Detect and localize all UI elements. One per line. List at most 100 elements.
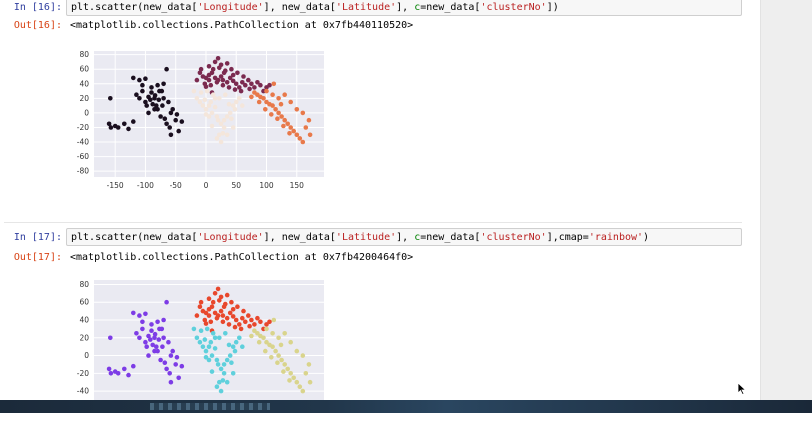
scatter-point [194, 313, 200, 318]
scatter-point [161, 317, 166, 323]
scatter-point [152, 348, 157, 354]
scatter-point [137, 335, 142, 341]
scatter-point [224, 357, 230, 363]
scatter-point [122, 121, 127, 127]
scatter-point [206, 64, 212, 69]
scatter-point [267, 82, 272, 88]
scatter-point [210, 92, 216, 97]
scatter-point [224, 292, 230, 298]
scatter-point [230, 344, 236, 349]
scatter-point [208, 319, 214, 325]
code-cell-16[interactable]: In [16]: plt.scatter(new_data['Longitude… [0, 0, 742, 200]
code-cell-17[interactable]: In [17]: plt.scatter(new_data['Longitude… [0, 222, 742, 422]
scatter-point [108, 335, 113, 341]
code-text: plt.scatter(new_data['Longitude'], new_d… [71, 2, 559, 13]
scatter-point [271, 317, 277, 323]
scatter-point [204, 326, 210, 332]
scatter-point [300, 139, 306, 145]
scatter-point [223, 68, 228, 73]
scatter-point [115, 125, 121, 130]
scatter-point [217, 298, 222, 303]
scatter-point [224, 61, 230, 66]
scatter-point [126, 126, 131, 132]
scatter-point [235, 70, 240, 76]
scatter-point [214, 114, 220, 119]
scatter-point [240, 315, 245, 321]
code-input[interactable]: plt.scatter(new_data['Longitude'], new_d… [66, 0, 742, 16]
scatter-point [217, 335, 222, 341]
scatter-point [223, 301, 228, 307]
scatter-point [218, 308, 224, 314]
scatter-point [294, 107, 300, 112]
scatter-point [288, 339, 293, 345]
scatter-point [159, 88, 165, 94]
code-input[interactable]: plt.scatter(new_data['Longitude'], new_d… [66, 228, 742, 246]
notebook-area: In [16]: plt.scatter(new_data['Longitude… [0, 0, 742, 400]
input-prompt: In [17]: [13, 232, 62, 243]
scatter-point [206, 307, 212, 312]
scatter-point [194, 77, 200, 83]
scatter-point [174, 355, 180, 360]
scatter-point [209, 353, 215, 358]
scatter-point [140, 326, 145, 332]
scatter-point [224, 132, 230, 138]
scatter-point [218, 388, 224, 394]
scatter-point [224, 379, 230, 385]
scatter-point [264, 322, 269, 327]
scatter-point [152, 107, 157, 112]
scatter-point [233, 317, 239, 323]
scatter-point [148, 97, 153, 103]
scatter-point [263, 107, 268, 112]
scatter-point [291, 128, 296, 134]
scatter-point [156, 337, 162, 342]
scatter-point [146, 333, 151, 339]
scatter-point [209, 304, 215, 309]
scrollbar-track[interactable] [760, 0, 812, 400]
scatter-point [300, 353, 306, 358]
x-tick-label: 0 [204, 181, 209, 190]
scatter-point [197, 339, 203, 345]
scatter-point [212, 104, 218, 110]
scatter-point [255, 331, 260, 336]
scatter-point [108, 96, 113, 101]
scatter-point [202, 317, 208, 323]
scatter-point [197, 304, 203, 309]
scatter-plot-1: 80 60 40 20 0 -20 -40 -60 -80 -150 -100 -50 0 50 100 15… [66, 45, 330, 191]
scatter-point [255, 80, 260, 85]
scatter-point [303, 125, 309, 130]
scatter-point [166, 339, 171, 345]
scatter-point [287, 378, 292, 383]
scatter-point [206, 77, 212, 83]
scatter-point [288, 99, 293, 105]
scatter-point [227, 353, 233, 358]
scatter-point [152, 335, 157, 341]
scatter-point [270, 92, 275, 97]
scatter-point [261, 335, 266, 341]
scatter-point [233, 339, 239, 345]
y-tick-label: -40 [77, 387, 89, 396]
scatter-point [131, 119, 136, 124]
scatter-point [174, 112, 180, 117]
scatter-point [273, 107, 278, 112]
x-tick-label: -50 [170, 181, 182, 190]
scatter-point [202, 337, 208, 342]
scatter-point [267, 319, 272, 325]
scatter-point [214, 357, 220, 363]
scatter-point [238, 88, 244, 94]
scatter-point [246, 77, 251, 83]
scatter-point [191, 88, 197, 94]
scatter-point [224, 114, 230, 119]
scatter-point [143, 339, 148, 345]
scatter-point [223, 331, 228, 336]
y-tick-label: 80 [79, 280, 89, 289]
scatter-point [252, 85, 257, 90]
x-tick-label: 50 [231, 181, 241, 190]
y-tick-label: 20 [79, 333, 89, 342]
scatter-point [230, 78, 236, 84]
scatter-point [209, 110, 215, 116]
scatter-point [160, 103, 165, 108]
scatter-point [252, 322, 257, 327]
scatter-point [217, 379, 222, 385]
scatter-point [203, 310, 209, 316]
scatter-point [155, 82, 160, 88]
